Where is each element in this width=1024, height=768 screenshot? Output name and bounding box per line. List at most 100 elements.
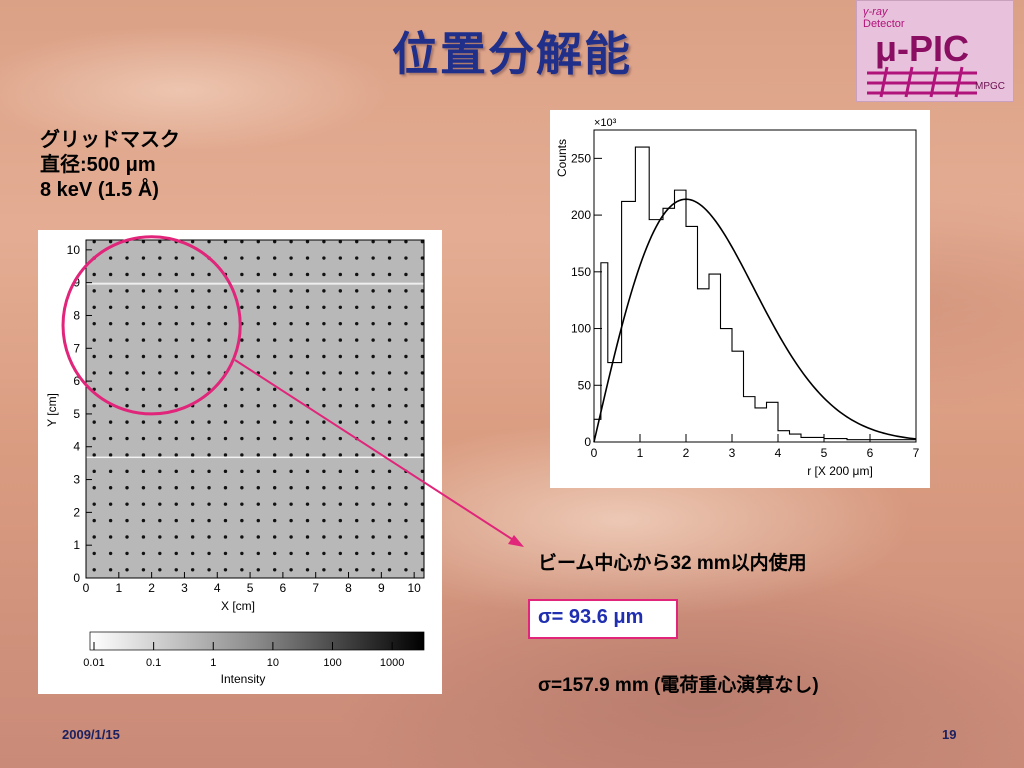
mask-info-line3: 8 keV (1.5 Å) [40, 179, 159, 201]
grid-hole-dot [371, 272, 375, 277]
grid-hole-dot [158, 551, 162, 556]
grid-hole-dot [338, 568, 343, 572]
grid-hole-dot [272, 486, 277, 490]
grid-hole-dot [240, 354, 244, 359]
grid-hole-dot [207, 502, 211, 506]
grid-hole-dot [92, 436, 96, 441]
grid-hole-dot [289, 518, 293, 523]
grid-hole-dot [158, 239, 162, 244]
beam-note: ビーム中心から32 mm以内使用 [538, 553, 807, 574]
sigma-highlight-value: σ= 93.6 μm [538, 606, 644, 628]
grid-hole-dot [289, 568, 293, 572]
grid-hole-dot [92, 518, 96, 523]
y-tick-label: 8 [73, 308, 80, 322]
grid-hole-dot [371, 404, 375, 408]
grid-hole-dot [256, 239, 260, 244]
grid-hole-dot [141, 420, 146, 424]
grid-hole-dot [190, 305, 195, 309]
grid-hole-dot [404, 436, 408, 441]
colorbar-ticks: 0.01 0.1 1 10 100 1000 [83, 642, 404, 669]
x-tick-label: 3 [181, 581, 188, 595]
grid-hole-dot [240, 436, 244, 441]
grid-hole-dot [272, 371, 277, 375]
grid-hole-dot [305, 568, 310, 572]
grid-hole-dot [141, 289, 146, 293]
grid-hole-dot [240, 338, 244, 342]
grid-hole-dot [108, 436, 113, 441]
grid-hole-dot [289, 469, 293, 474]
grid-hole-dot [420, 305, 425, 309]
grid-hole-dot [272, 321, 277, 326]
grid-hole-dot [190, 387, 195, 392]
grid-hole-dot [108, 321, 113, 326]
grid-hole-dot [125, 305, 129, 309]
x-tick-label: 1 [115, 581, 122, 595]
grid-hole-dot [125, 453, 129, 457]
grid-hole-dot [190, 535, 195, 539]
grid-hole-dot [158, 387, 162, 392]
grid-hole-dot [289, 256, 293, 260]
grid-hole-dot [355, 518, 359, 523]
grid-hole-dot [404, 486, 408, 490]
mask-info-line2: 直径:500 μm [40, 154, 156, 176]
hist-x-tick-label: 5 [821, 446, 828, 460]
grid-hole-dot [338, 321, 343, 326]
grid-hole-dot [272, 568, 277, 572]
grid-hole-dot [404, 256, 408, 260]
grid-hole-dot [305, 387, 310, 392]
grid-hole-dot [404, 535, 408, 539]
grid-hole-dot [355, 568, 359, 572]
grid-hole-dot [338, 420, 343, 424]
grid-hole-dot [158, 535, 162, 539]
grid-hole-dot [404, 371, 408, 375]
grid-hole-dot [141, 239, 146, 244]
grid-hole-dot [305, 486, 310, 490]
grid-hole-dot [240, 502, 244, 506]
grid-hole-dot [141, 486, 146, 490]
grid-hole-dot [141, 502, 146, 506]
grid-hole-dot [355, 502, 359, 506]
grid-hole-dot [125, 469, 129, 474]
grid-hole-dot [338, 453, 343, 457]
grid-hole-dot [240, 453, 244, 457]
grid-hole-dot [404, 387, 408, 392]
grid-hole-dot [338, 272, 343, 277]
grid-hole-dot [387, 354, 392, 359]
grid-hole-dot [371, 354, 375, 359]
grid-hole-dot [371, 387, 375, 392]
x-tick-label: 4 [214, 581, 221, 595]
grid-hole-dot [371, 486, 375, 490]
grid-hole-dot [387, 518, 392, 523]
grid-hole-dot [92, 272, 96, 277]
grid-hole-dot [92, 502, 96, 506]
grid-hole-dot [322, 420, 326, 424]
grid-hole-dot [256, 453, 260, 457]
grid-hole-dot [272, 502, 277, 506]
grid-hole-dot [305, 272, 310, 277]
grid-hole-dot [190, 371, 195, 375]
x-axis-ticks: 0 1 2 3 4 5 6 7 8 9 10 [83, 572, 421, 595]
grid-hole-dot [256, 436, 260, 441]
grid-hole-dot [371, 568, 375, 572]
y-tick-label: 6 [73, 374, 80, 388]
grid-mask-image-panel: 0 1 2 3 4 5 6 7 8 9 10 0 1 2 3 4 5 6 7 8 9 10 X [cm] Y [cm] … [38, 230, 442, 694]
grid-hole-dot [174, 502, 178, 506]
grid-hole-dot [141, 338, 146, 342]
grid-hole-dot [207, 404, 211, 408]
grid-hole-dot [404, 239, 408, 244]
grid-hole-dot [371, 436, 375, 441]
grid-hole-dot [387, 256, 392, 260]
grid-hole-dot [371, 535, 375, 539]
grid-hole-dot [174, 551, 178, 556]
grid-hole-dot [371, 371, 375, 375]
grid-hole-dot [174, 256, 178, 260]
grid-hole-dot [223, 354, 228, 359]
grid-hole-dot [207, 305, 211, 309]
colorbar-tick-label: 1000 [380, 657, 404, 669]
grid-hole-dot [272, 338, 277, 342]
grid-hole-dot [272, 404, 277, 408]
colorbar-tick-label: 10 [267, 657, 279, 669]
grid-hole-dot [207, 420, 211, 424]
grid-hole-dot [92, 404, 96, 408]
grid-hole-dot [125, 436, 129, 441]
